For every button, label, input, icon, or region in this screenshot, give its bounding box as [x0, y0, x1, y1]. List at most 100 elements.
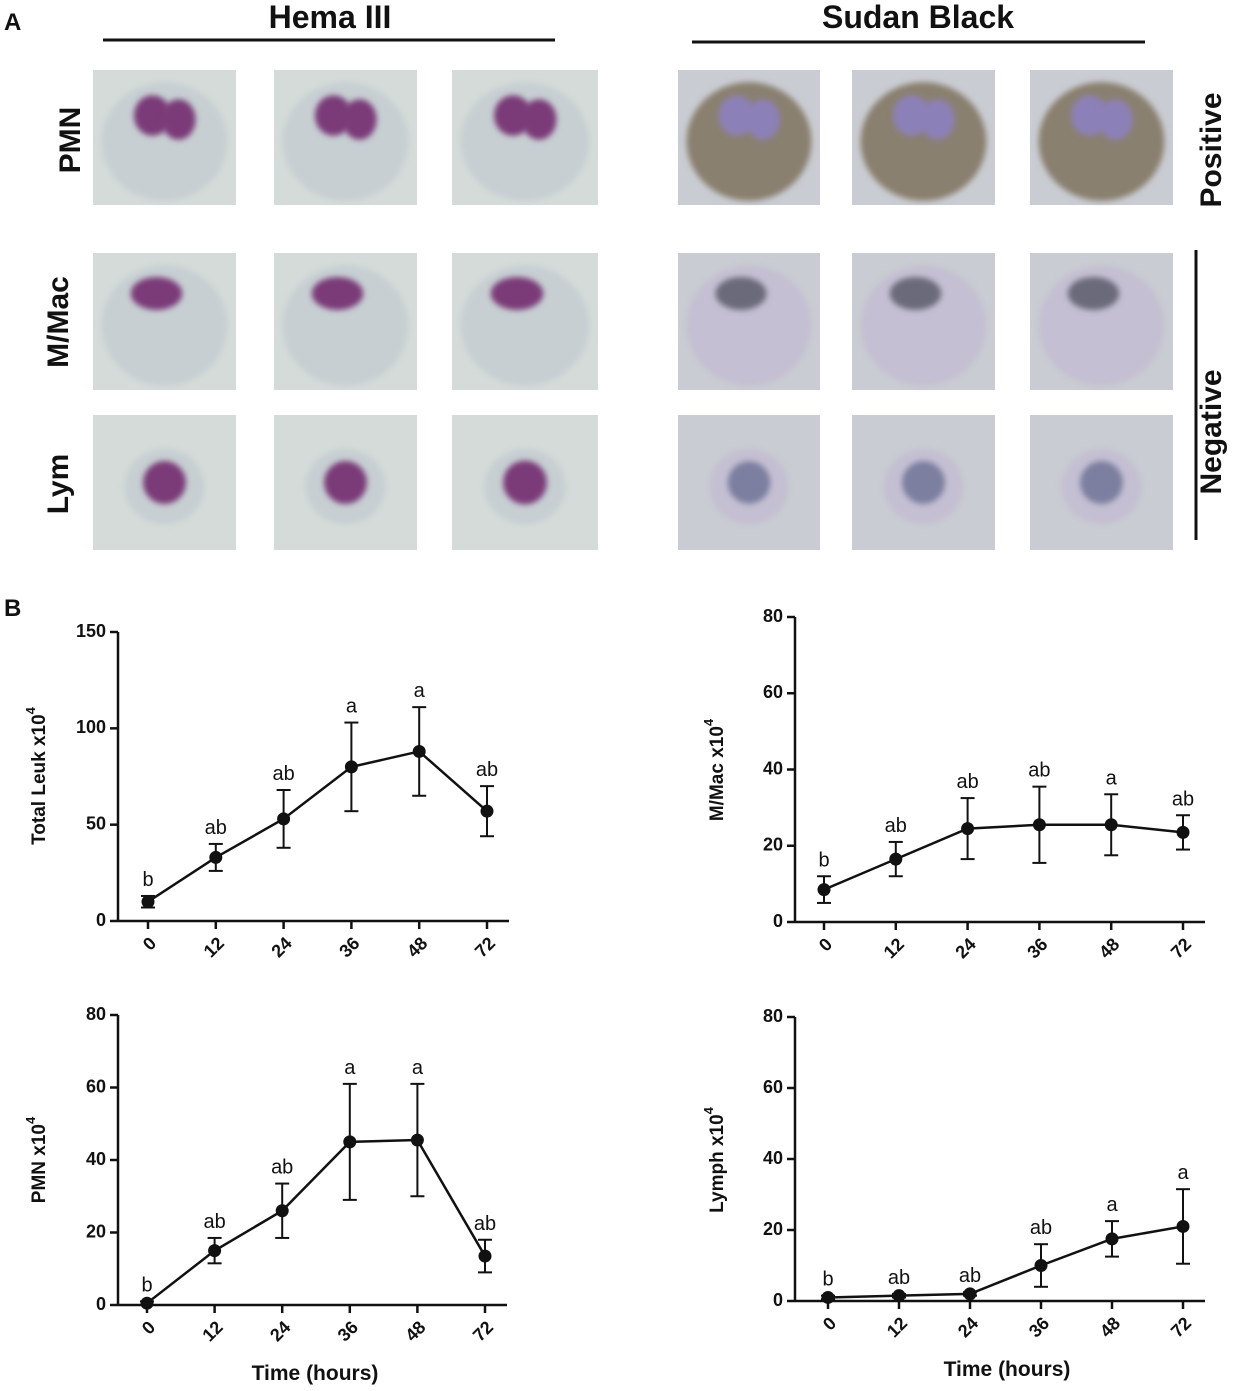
nucleus	[342, 99, 377, 140]
data-point	[892, 1289, 906, 1303]
data-point	[412, 744, 426, 758]
x-tick-label: 24	[267, 933, 295, 961]
y-tick-label: 0	[773, 1290, 783, 1310]
micrographs	[93, 70, 1173, 550]
chart: 0 20 40 60 80 0 12 24 36 48 72 b ab ab a a ab PMN x104 Tim…	[23, 1004, 507, 1385]
micrograph	[678, 415, 820, 550]
y-tick-label: 20	[86, 1221, 106, 1241]
nucleus	[503, 460, 547, 505]
significance-label: ab	[1030, 1217, 1052, 1239]
y-tick-label: 0	[96, 910, 106, 930]
cell	[460, 82, 590, 201]
micrograph	[452, 415, 598, 550]
significance-label: a	[412, 1057, 424, 1079]
x-tick-label: 24	[954, 1313, 982, 1341]
cell	[686, 82, 812, 201]
y-tick-label: 100	[76, 717, 106, 737]
x-tick-label: 36	[334, 1317, 362, 1345]
significance-label: ab	[959, 1265, 981, 1287]
data-line	[823, 823, 1184, 891]
y-axis-label-sup: 4	[23, 1116, 38, 1124]
cell	[860, 82, 987, 201]
cell	[1038, 82, 1165, 201]
x-tick-label: 0	[138, 1317, 159, 1338]
y-tick-label: 150	[76, 621, 106, 641]
nucleus	[902, 461, 945, 504]
status-label: Negative	[1195, 369, 1228, 494]
nucleus	[314, 95, 353, 136]
chart: 0 50 100 150 0 12 24 36 48 72 b ab ab a a ab Total Leuk …	[23, 621, 509, 961]
x-tick-label: 24	[266, 1317, 294, 1345]
data-point	[209, 850, 223, 864]
y-tick-label: 60	[763, 682, 783, 702]
x-tick-label: 48	[1096, 1313, 1124, 1341]
nucleus	[1070, 95, 1109, 136]
data-point	[1104, 818, 1118, 832]
data-point	[817, 883, 831, 897]
nucleus	[161, 99, 196, 140]
micrograph	[852, 253, 995, 390]
data-point	[208, 1244, 222, 1258]
significance-label: b	[818, 849, 829, 871]
y-tick-label: 80	[763, 1006, 783, 1026]
significance-label: ab	[476, 759, 498, 781]
x-tick-label: 48	[401, 1317, 429, 1345]
y-axis-label: M/Mac x104	[701, 718, 728, 821]
micrograph	[274, 253, 417, 390]
stain-title: Hema III	[269, 0, 392, 35]
micrograph	[93, 415, 236, 550]
y-axis-label-text: PMN x10	[29, 1124, 50, 1203]
data-point	[277, 812, 291, 826]
micrograph	[1030, 415, 1173, 550]
data-point	[1176, 825, 1190, 839]
micrograph	[274, 415, 417, 550]
micrograph	[93, 70, 236, 205]
micrograph	[852, 415, 995, 550]
significance-label: ab	[956, 771, 978, 793]
data-point	[140, 1296, 154, 1310]
stain-title: Sudan Black	[822, 0, 1014, 35]
y-axis-label: Lymph x104	[701, 1106, 728, 1213]
y-axis-label-sup: 4	[23, 706, 38, 714]
data-point	[961, 822, 975, 836]
significance-label: ab	[203, 1211, 225, 1233]
data-point	[1032, 818, 1046, 832]
significance-label: a	[344, 1057, 356, 1079]
micrograph	[93, 253, 236, 390]
nucleus	[1098, 99, 1133, 140]
row-label: PMN	[54, 107, 87, 174]
significance-label: ab	[885, 815, 907, 837]
nucleus	[133, 95, 172, 136]
nucleus	[130, 277, 183, 310]
significance-label: a	[1106, 767, 1118, 789]
micrograph	[274, 70, 417, 205]
nucleus	[521, 99, 557, 140]
cell	[101, 82, 228, 201]
y-tick-label: 40	[763, 758, 783, 778]
nucleus	[490, 277, 544, 310]
data-point	[343, 1135, 357, 1149]
significance-label: a	[1106, 1194, 1118, 1216]
data-line	[147, 750, 488, 903]
y-tick-label: 20	[763, 835, 783, 855]
data-point	[478, 1249, 492, 1263]
x-tick-label: 12	[198, 1317, 226, 1345]
y-axis-label-text: Lymph x10	[707, 1114, 728, 1213]
nucleus	[889, 277, 942, 310]
x-tick-label: 12	[200, 933, 228, 961]
significance-label: ab	[1172, 788, 1194, 810]
y-axis-label: Total Leuk x104	[23, 706, 50, 845]
y-tick-label: 40	[763, 1148, 783, 1168]
chart: 0 20 40 60 80 0 12 24 36 48 72 b ab ab ab a a Lymph x104 T…	[701, 1006, 1205, 1381]
nucleus	[311, 277, 364, 310]
x-tick-label: 0	[139, 933, 160, 954]
row-label: M/Mac	[42, 276, 75, 368]
y-tick-label: 40	[86, 1149, 106, 1169]
x-tick-label: 0	[815, 934, 836, 955]
y-tick-label: 80	[86, 1004, 106, 1024]
significance-label: ab	[205, 817, 227, 839]
data-point	[275, 1204, 289, 1218]
significance-label: b	[141, 1274, 152, 1296]
nucleus	[1067, 277, 1120, 310]
significance-label: ab	[474, 1213, 496, 1235]
